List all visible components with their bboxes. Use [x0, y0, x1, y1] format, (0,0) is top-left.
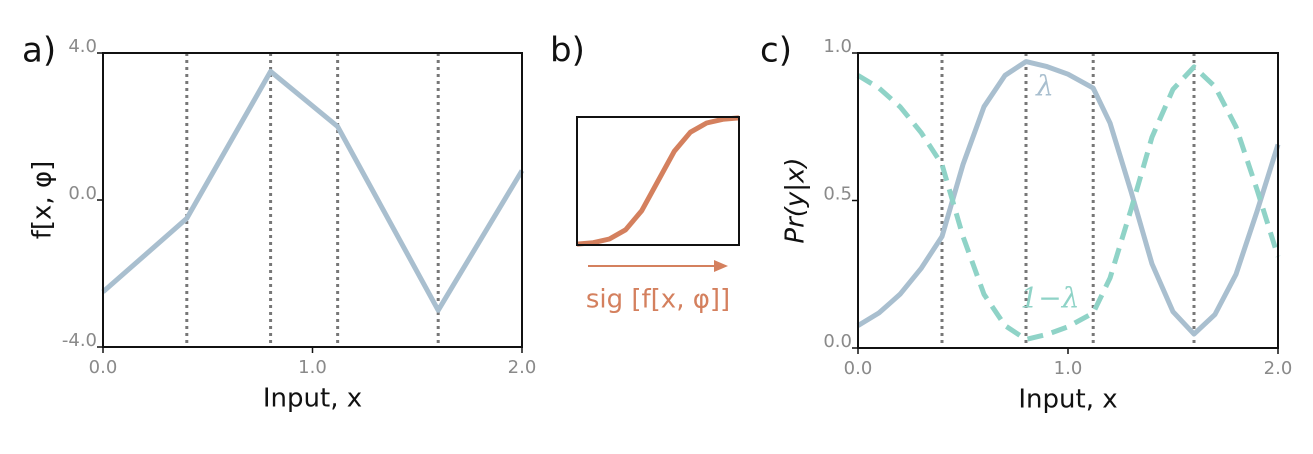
series-label: λ [1035, 70, 1054, 103]
x-axis-label: sig [f[x, φ]] [586, 285, 730, 315]
y-tick-label: -4.0 [62, 330, 97, 351]
x-axis-label: Input, x [1018, 385, 1117, 415]
x-axis-label: Input, x [263, 384, 362, 414]
x-tick-label: 1.0 [298, 357, 327, 378]
y-axis-label: f[x, φ] [28, 161, 58, 240]
plot-frame [576, 116, 740, 246]
data-line [101, 68, 525, 313]
y-tick-label: 4.0 [68, 36, 97, 57]
y-tick-label: 0.0 [823, 331, 852, 352]
panel-label: b) [550, 31, 585, 71]
x-tick-label: 2.0 [1264, 358, 1293, 379]
series-line [856, 59, 1281, 337]
series-line [856, 64, 1281, 342]
y-tick-label: 0.0 [68, 183, 97, 204]
arrow-head [714, 260, 728, 272]
y-tick-label: 1.0 [823, 36, 852, 57]
data-line [576, 115, 740, 247]
series-label: 1−λ [1020, 282, 1079, 315]
y-axis-label: Pr(y|x) [781, 157, 811, 243]
panel-label: c) [760, 31, 792, 71]
x-tick-label: 2.0 [508, 357, 537, 378]
y-tick-label: 0.5 [823, 184, 852, 205]
panel-label: a) [22, 31, 56, 71]
plot-frame [102, 52, 523, 348]
x-tick-label: 1.0 [1054, 358, 1083, 379]
x-tick-label: 0.0 [89, 357, 118, 378]
x-tick-label: 0.0 [844, 358, 873, 379]
